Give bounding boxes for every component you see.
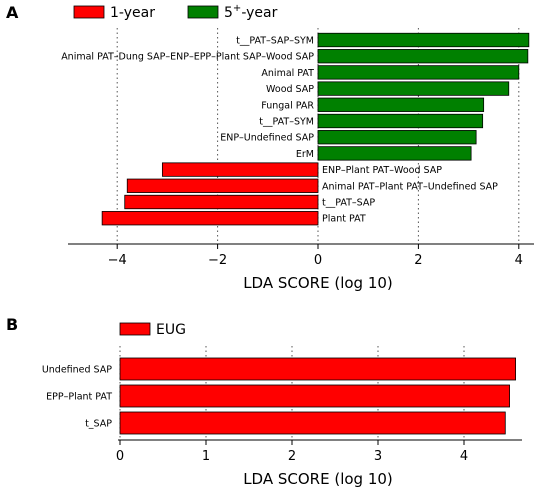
bar-label: t_SAP (85, 419, 112, 430)
panel-a: A 1-year 5+-year t__PAT–SAP–SYM Animal PAT–… (6, 3, 534, 292)
bar (161, 162, 319, 177)
x-tick-label: −2 (208, 253, 227, 268)
bar (317, 32, 530, 48)
x-tick-label: 2 (414, 253, 422, 268)
bar-label: Undefined SAP (42, 365, 112, 376)
bar (317, 130, 477, 145)
bar (119, 411, 506, 435)
bar (317, 113, 484, 129)
bar-label: ENP–Undefined SAP (220, 133, 314, 144)
bar (317, 81, 510, 96)
bar (101, 211, 319, 226)
bar-label: Plant PAT (322, 214, 366, 225)
bar (317, 146, 472, 161)
legend-label-1: 1-year (110, 5, 155, 21)
bar-label: Wood SAP (266, 84, 314, 95)
x-axis-label: LDA SCORE (log 10) (243, 470, 393, 488)
panel-b-label: B (6, 315, 18, 334)
legend-swatch-1 (73, 5, 105, 19)
x-tick-label: 0 (116, 449, 124, 464)
bar (317, 49, 529, 64)
bar-label: t__PAT–SAP–SYM (236, 36, 314, 47)
x-tick-label: 1 (202, 449, 210, 464)
bar-label: EPP–Plant PAT (46, 392, 112, 403)
legend-label: EUG (156, 322, 186, 338)
bar (119, 384, 510, 408)
bar-label: Animal PAT (261, 68, 314, 79)
bar (124, 194, 319, 210)
legend-label-2: 5+-year (224, 3, 278, 21)
x-tick-label: 3 (374, 449, 382, 464)
x-tick-label: 2 (288, 449, 296, 464)
x-tick-label: 4 (460, 449, 468, 464)
bar (317, 65, 520, 80)
x-tick-label: 0 (314, 253, 322, 268)
bar (119, 357, 517, 381)
panel-b: B EUG Undefined SAP EPP–Plant PAT t_SAP 0 1 2 3… (6, 315, 522, 488)
bar-label: t__PAT–SAP (322, 198, 375, 209)
panel-a-label: A (6, 3, 19, 22)
bar-label: ErM (296, 149, 314, 160)
x-tick-label: −4 (108, 253, 127, 268)
x-tick-label: 4 (515, 253, 523, 268)
bar-label: Fungal PAR (261, 100, 314, 111)
bar-label: Animal PAT–Dung SAP–ENP–EPP–Plant SAP–Wo… (61, 52, 314, 63)
legend-swatch-2 (187, 5, 219, 19)
bar (317, 97, 485, 112)
x-axis-label: LDA SCORE (log 10) (243, 274, 393, 292)
bar-label: ENP–Plant PAT–Wood SAP (322, 165, 442, 176)
bar (126, 178, 319, 193)
bar-label: Animal PAT–Plant PAT–Undefined SAP (322, 181, 498, 192)
bar-label: t__PAT–SYM (259, 117, 314, 128)
legend-swatch (119, 322, 151, 336)
